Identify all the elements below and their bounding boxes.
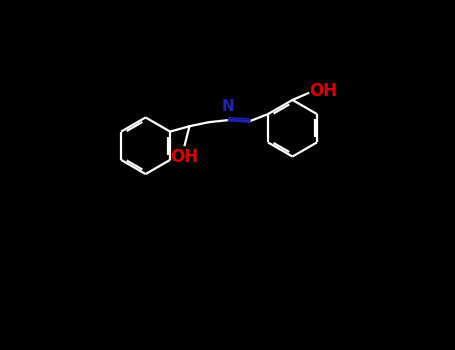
Text: OH: OH <box>309 82 338 99</box>
Text: OH: OH <box>171 148 199 166</box>
Text: N: N <box>222 99 234 114</box>
